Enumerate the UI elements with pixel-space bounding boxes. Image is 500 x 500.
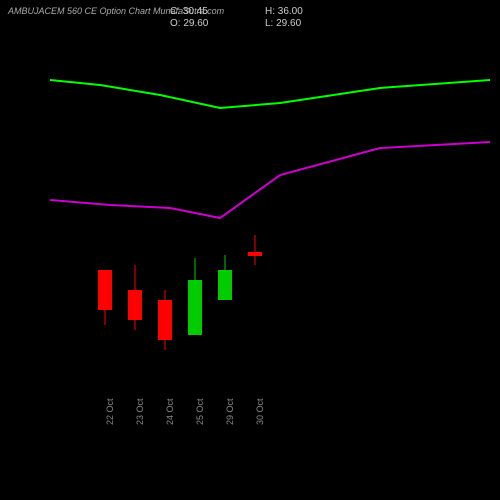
x-axis-label: 23 Oct [135,398,145,425]
x-axis-label: 29 Oct [225,398,235,425]
x-axis-label: 22 Oct [105,398,115,425]
candlestick-chart [0,0,500,500]
x-axis-label: 30 Oct [255,398,265,425]
x-axis-label: 25 Oct [195,398,205,425]
x-axis-label: 24 Oct [165,398,175,425]
